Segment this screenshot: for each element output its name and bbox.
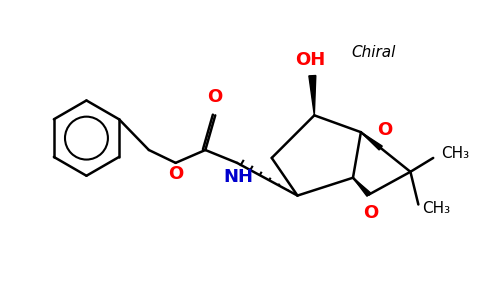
Text: NH: NH (223, 168, 253, 186)
Text: OH: OH (295, 51, 325, 69)
Polygon shape (361, 132, 382, 150)
Text: O: O (208, 88, 223, 106)
Text: CH₃: CH₃ (423, 201, 451, 216)
Text: O: O (168, 165, 183, 183)
Text: Chiral: Chiral (351, 45, 395, 60)
Text: CH₃: CH₃ (441, 146, 469, 161)
Polygon shape (353, 178, 371, 196)
Text: O: O (363, 203, 378, 221)
Text: O: O (377, 121, 393, 139)
Polygon shape (309, 76, 316, 115)
